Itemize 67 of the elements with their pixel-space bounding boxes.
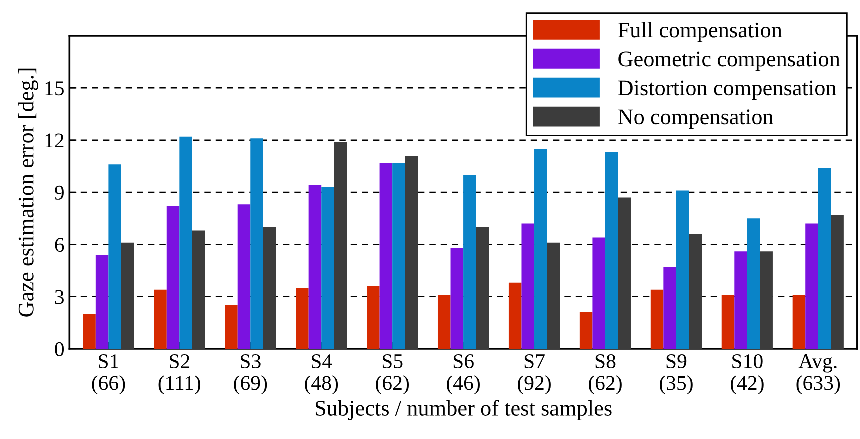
- x-tick-label: S2 (111): [158, 354, 201, 395]
- legend-label: Distortion compensation: [618, 80, 837, 100]
- bar: [166, 206, 180, 350]
- x-tick-label: S1 (66): [92, 354, 126, 395]
- bar: [108, 164, 122, 350]
- x-tick-label: S10 (42): [730, 354, 764, 395]
- bar: [192, 230, 206, 350]
- y-tick-label: 0: [55, 342, 64, 356]
- x-tick-label: S6 (46): [447, 354, 480, 395]
- x-tick-label: S7 (92): [518, 354, 551, 395]
- y-tick-label: 9: [55, 186, 64, 200]
- bar: [831, 215, 844, 350]
- x-tick-label: S8 (62): [589, 354, 622, 395]
- x-tick-label: S3 (69): [234, 354, 268, 395]
- bar: [722, 295, 735, 350]
- bar: [534, 149, 548, 350]
- bar: [367, 286, 380, 350]
- x-tick-label: S4 (48): [305, 354, 338, 395]
- y-tick-label: 12: [46, 134, 64, 148]
- bar: [250, 138, 264, 350]
- bar: [547, 242, 560, 350]
- bar: [508, 282, 522, 350]
- bar: [308, 186, 322, 350]
- bar: [522, 224, 535, 350]
- bar: [618, 198, 632, 350]
- x-tick-label: Avg. (633): [796, 354, 840, 395]
- bar: [676, 190, 690, 350]
- legend-label: Geometric compensation: [618, 52, 840, 72]
- bar: [664, 267, 676, 350]
- bar: [605, 152, 618, 350]
- bar: [592, 238, 606, 350]
- bar: [476, 227, 490, 350]
- bar: [238, 204, 251, 350]
- y-tick-label: 6: [55, 238, 64, 252]
- bar: [334, 142, 348, 350]
- bar: [747, 218, 760, 350]
- y-tick-label: 15: [46, 82, 64, 96]
- bar: [405, 156, 418, 350]
- bar: [792, 295, 806, 350]
- bar: [322, 187, 334, 350]
- bar: [380, 162, 393, 350]
- y-tick-label: 3: [55, 290, 64, 304]
- bar: [225, 306, 238, 350]
- bar: [180, 136, 192, 350]
- bar: [83, 314, 96, 350]
- bar: [296, 288, 309, 350]
- bar: [96, 255, 109, 350]
- bar: [263, 227, 276, 350]
- bar: [734, 252, 748, 350]
- bar: [580, 312, 593, 350]
- bar: [818, 168, 832, 350]
- legend-label: Full compensation: [618, 22, 782, 42]
- bar: [806, 224, 818, 350]
- bar: [760, 252, 773, 350]
- bar: [154, 290, 167, 350]
- x-tick-label: S5 (62): [376, 354, 410, 395]
- bar: [650, 290, 664, 350]
- x-tick-label: S9 (35): [660, 354, 693, 395]
- x-axis-title: Subjects / number of test samples: [316, 400, 612, 420]
- bar: [438, 295, 451, 350]
- bar: [689, 234, 702, 350]
- bar: [450, 248, 464, 350]
- y-axis-title: Gaze estimation error [deg.]: [18, 68, 38, 317]
- bar: [121, 242, 134, 350]
- bar: [392, 162, 406, 350]
- legend-label: No compensation: [618, 110, 774, 130]
- bar: [464, 175, 476, 350]
